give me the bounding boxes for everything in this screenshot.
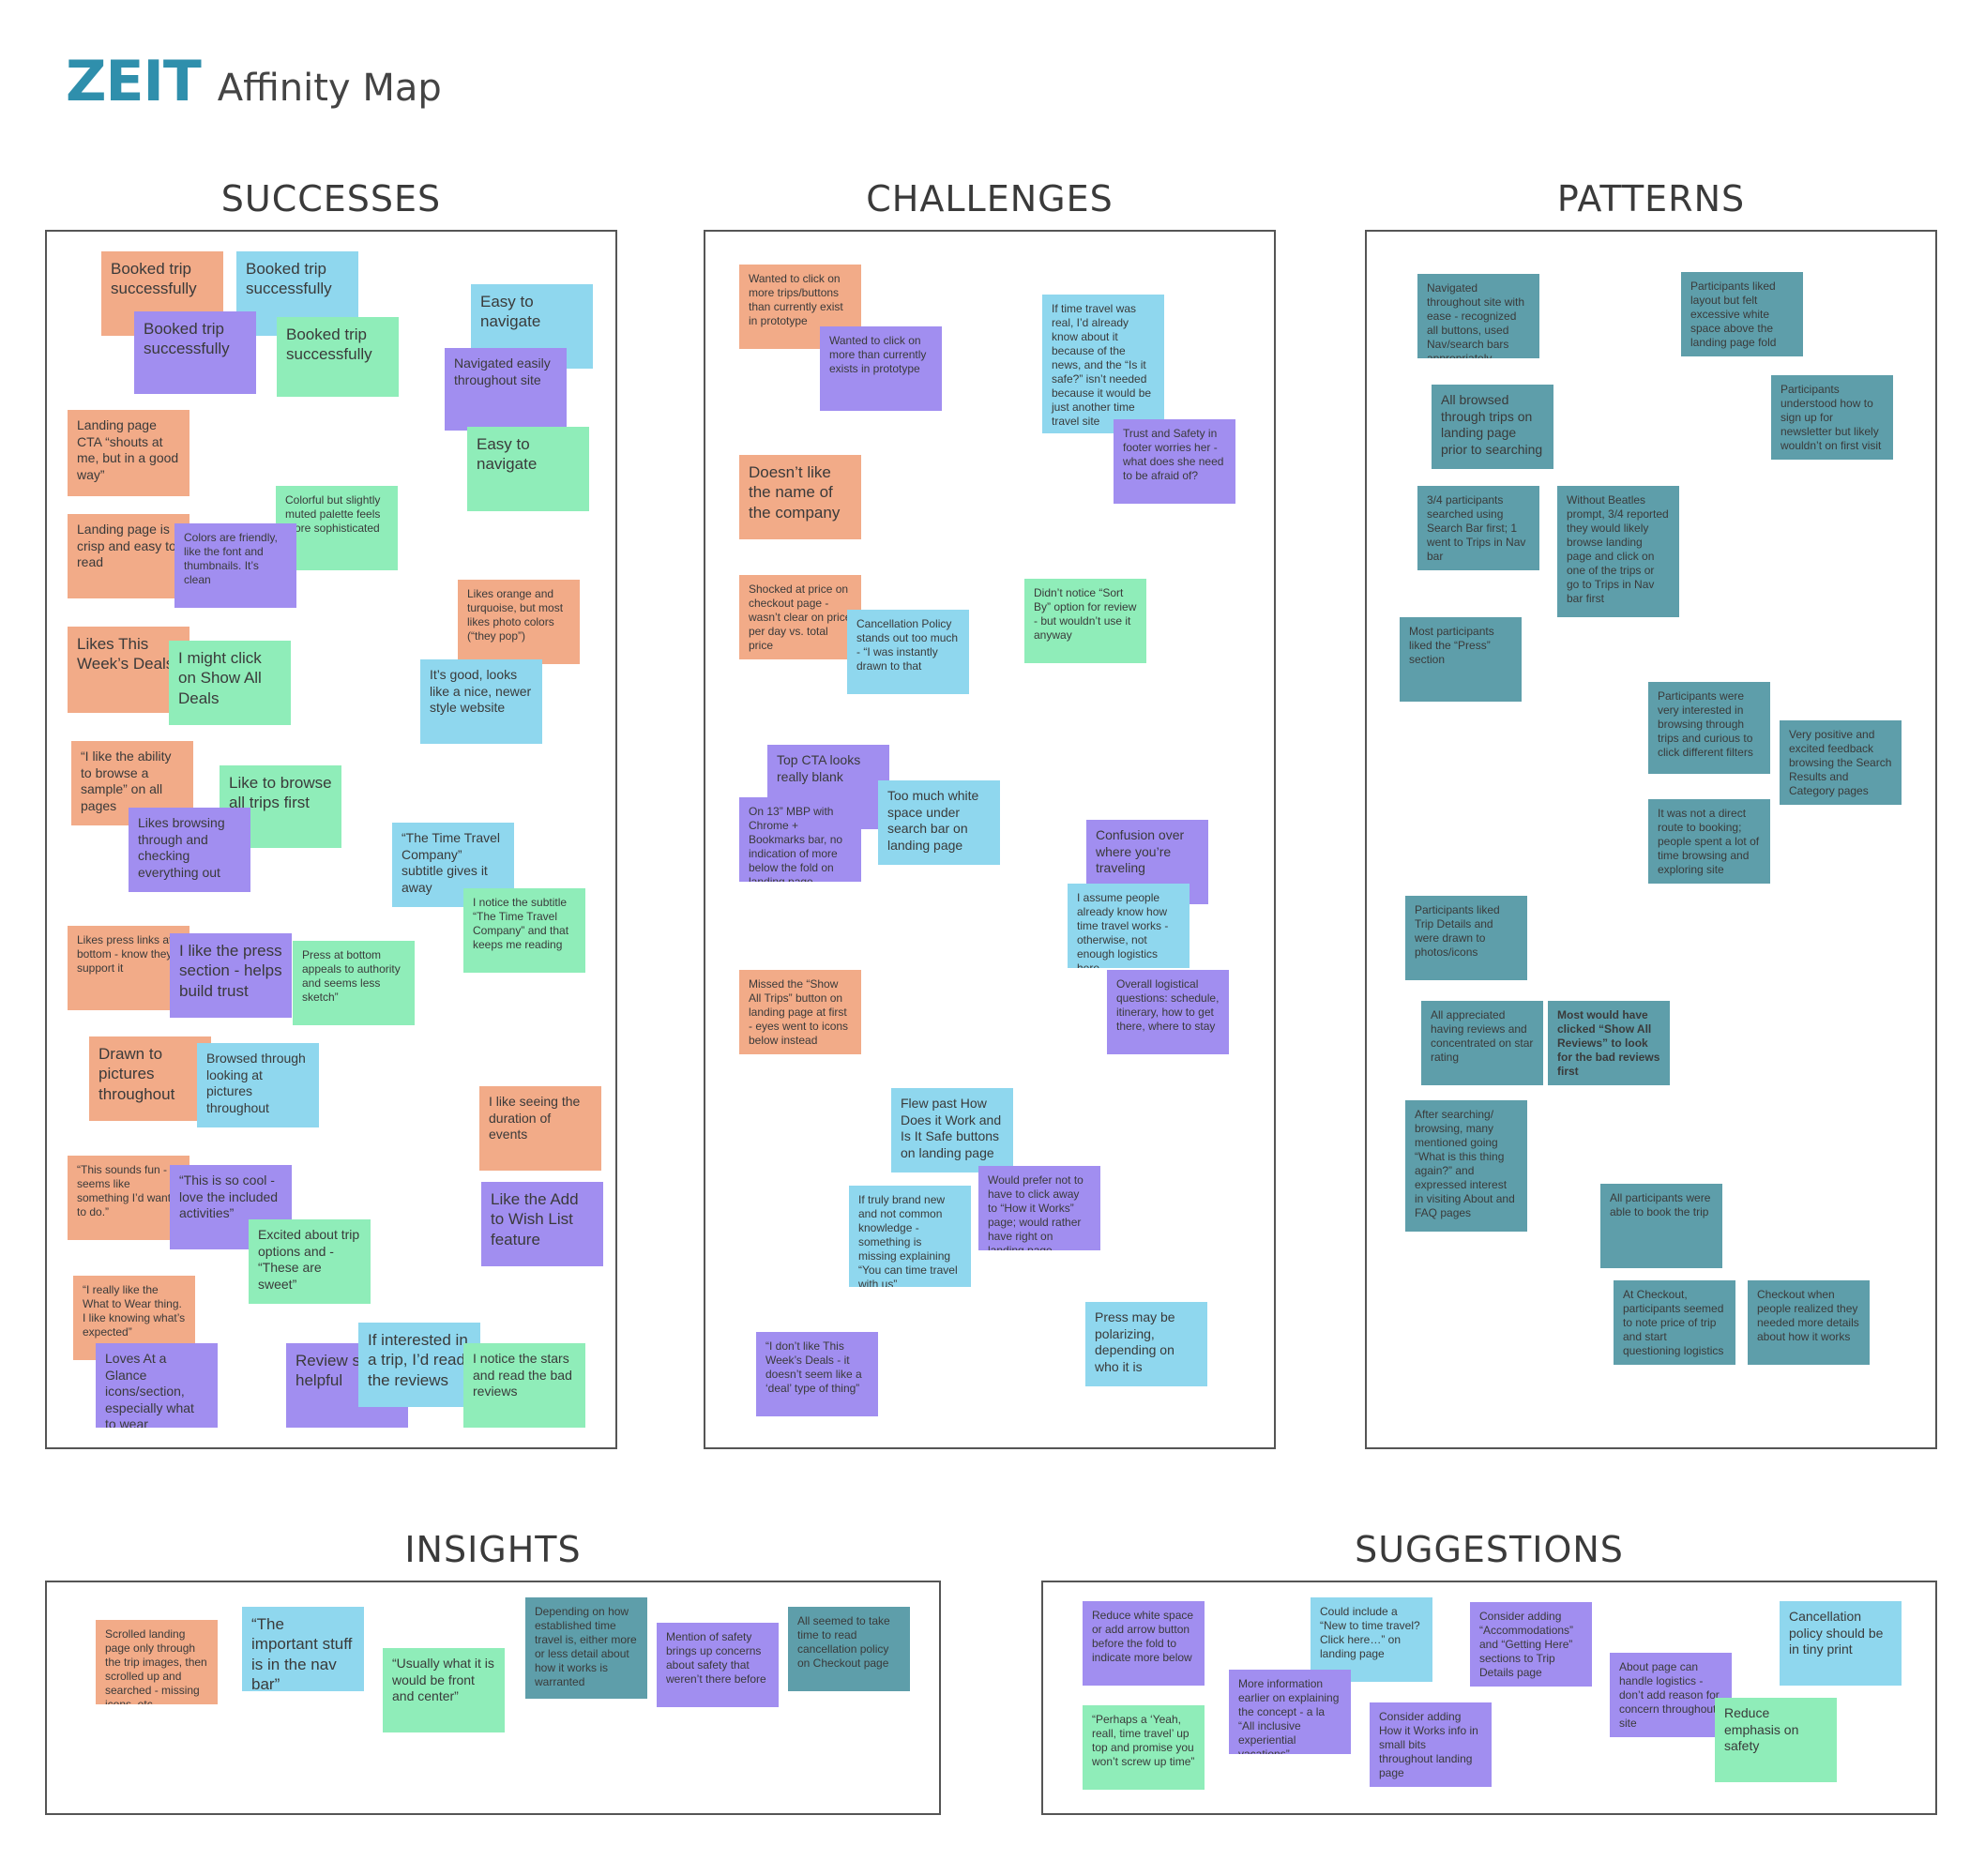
sticky-note[interactable]: Participants liked layout but felt exces… [1681,272,1803,356]
patterns-title: PATTERNS [1556,178,1746,219]
sticky-note[interactable]: It’s good, looks like a nice, newer styl… [420,659,542,744]
sticky-note[interactable]: Very positive and excited feedback brows… [1780,720,1902,805]
sticky-note[interactable]: Participants understood how to sign up f… [1771,375,1893,460]
sticky-note[interactable]: Mention of safety brings up concerns abo… [657,1623,779,1707]
challenges-title: CHALLENGES [866,178,1114,219]
sticky-note[interactable]: Reduce white space or add arrow button b… [1083,1601,1205,1686]
sticky-note[interactable]: 3/4 participants searched using Search B… [1417,486,1539,570]
sticky-note[interactable]: Likes orange and turquoise, but most lik… [458,580,580,664]
sticky-note[interactable]: Overall logistical questions: schedule, … [1107,970,1229,1054]
sticky-note[interactable]: Consider adding How it Works info in sma… [1370,1702,1492,1787]
sticky-note[interactable]: Press at bottom appeals to authority and… [293,941,415,1025]
sticky-note[interactable]: Cancellation Policy stands out too much … [847,610,969,694]
sticky-note[interactable]: Could include a “New to time travel? Cli… [1311,1597,1432,1682]
sticky-note[interactable]: Wanted to click on more than currently e… [820,326,942,411]
sticky-note[interactable]: Navigated throughout site with ease - re… [1417,274,1539,358]
sticky-note[interactable]: Reduce emphasis on safety [1715,1698,1837,1782]
sticky-note[interactable]: Booked trip successfully [277,317,399,397]
sticky-note[interactable]: Too much white space under search bar on… [878,780,1000,865]
insights-title: INSIGHTS [404,1529,582,1570]
sticky-note[interactable]: I notice the subtitle “The Time Travel C… [463,888,585,973]
sticky-note[interactable]: About page can handle logistics - don’t … [1610,1653,1732,1737]
sticky-note[interactable]: Shocked at price on checkout page - wasn… [739,575,861,659]
sticky-note[interactable]: Press may be polarizing, depending on wh… [1085,1302,1207,1386]
sticky-note[interactable]: “Perhaps a ‘Yeah, reall, time travel’ up… [1083,1705,1205,1790]
sticky-note[interactable]: Flew past How Does it Work and Is It Saf… [891,1088,1013,1172]
sticky-note[interactable]: Likes press links at bottom - know they … [68,926,189,1010]
sticky-note[interactable]: Didn’t notice “Sort By” option for revie… [1024,579,1146,663]
sticky-note[interactable]: All participants were able to book the t… [1600,1184,1722,1268]
sticky-note[interactable]: “Usually what it is would be front and c… [383,1648,505,1732]
sticky-note[interactable]: All appreciated having reviews and conce… [1421,1001,1543,1085]
sticky-note[interactable]: Trust and Safety in footer worries her -… [1114,419,1235,504]
sticky-note[interactable]: Doesn’t like the name of the company [739,455,861,539]
successes-title: SUCCESSES [220,178,442,219]
zeit-logo: ZEIT [66,49,202,114]
sticky-note[interactable]: Likes browsing through and checking ever… [129,808,250,892]
sticky-note[interactable]: “I don’t like This Week’s Deals - it doe… [756,1332,878,1416]
sticky-note[interactable]: If truly brand new and not common knowle… [849,1186,971,1287]
sticky-note[interactable]: Would prefer not to have to click away t… [978,1166,1100,1250]
sticky-note[interactable]: Scrolled landing page only through the t… [96,1620,218,1704]
sticky-note[interactable]: Navigated easily throughout site [445,348,567,431]
sticky-note[interactable]: I like seeing the duration of events [479,1086,601,1171]
sticky-note[interactable]: Drawn to pictures throughout [89,1036,211,1121]
sticky-note[interactable]: I notice the stars and read the bad revi… [463,1343,585,1428]
page-title: Affinity Map [217,67,442,110]
sticky-note[interactable]: More information earlier on explaining t… [1229,1670,1351,1754]
sticky-note[interactable]: Excited about trip options and - “These … [249,1219,371,1304]
sticky-note[interactable]: If time travel was real, I’d already kno… [1042,295,1164,433]
sticky-note[interactable]: Like the Add to Wish List feature [481,1182,603,1266]
sticky-note[interactable]: At Checkout, participants seemed to note… [1614,1280,1735,1365]
sticky-note[interactable]: It was not a direct route to booking; pe… [1648,799,1770,884]
sticky-note[interactable]: I assume people already know how time tr… [1068,884,1190,968]
sticky-note[interactable]: Landing page CTA “shouts at me, but in a… [68,410,189,496]
sticky-note[interactable]: I like the press section - helps build t… [170,933,292,1018]
sticky-note[interactable]: Landing page is crisp and easy to read [68,514,189,598]
sticky-note[interactable]: Cancellation policy should be in tiny pr… [1780,1601,1902,1686]
sticky-note[interactable]: Participants liked Trip Details and were… [1405,896,1527,980]
sticky-note[interactable]: Depending on how established time travel… [525,1597,647,1699]
sticky-note[interactable]: Checkout when people realized they neede… [1748,1280,1870,1365]
sticky-note[interactable]: Without Beatles prompt, 3/4 reported the… [1557,486,1679,617]
sticky-note[interactable]: Consider adding “Accommodations” and “Ge… [1470,1602,1592,1687]
sticky-note[interactable]: Booked trip successfully [134,311,256,394]
sticky-note[interactable]: Browsed through looking at pictures thro… [197,1043,319,1127]
suggestions-title: SUGGESTIONS [1355,1529,1624,1570]
sticky-note[interactable]: All seemed to take time to read cancella… [788,1607,910,1691]
sticky-note[interactable]: Missed the “Show All Trips” button on la… [739,970,861,1054]
sticky-note[interactable]: Colors are friendly, like the font and t… [174,523,296,608]
sticky-note[interactable]: Loves At a Glance icons/section, especia… [96,1343,218,1428]
sticky-note[interactable]: If interested in a trip, I’d read the re… [358,1323,480,1407]
sticky-note[interactable]: On 13” MBP with Chrome + Bookmarks bar, … [739,797,861,882]
sticky-note[interactable]: Participants were very interested in bro… [1648,682,1770,774]
sticky-note[interactable]: I might click on Show All Deals [169,641,291,725]
sticky-note[interactable]: “This sounds fun - seems like something … [68,1156,189,1240]
header: ZEIT Affinity Map [66,49,442,124]
sticky-note[interactable]: After searching/ browsing, many mentione… [1405,1100,1527,1232]
sticky-note[interactable]: Most participants liked the “Press” sect… [1400,617,1522,702]
sticky-note[interactable]: All browsed through trips on landing pag… [1432,385,1553,469]
sticky-note[interactable]: “The important stuff is in the nav bar” [242,1607,364,1691]
sticky-note[interactable]: Easy to navigate [467,427,589,511]
sticky-note[interactable]: Most would have clicked “Show All Review… [1548,1001,1670,1085]
